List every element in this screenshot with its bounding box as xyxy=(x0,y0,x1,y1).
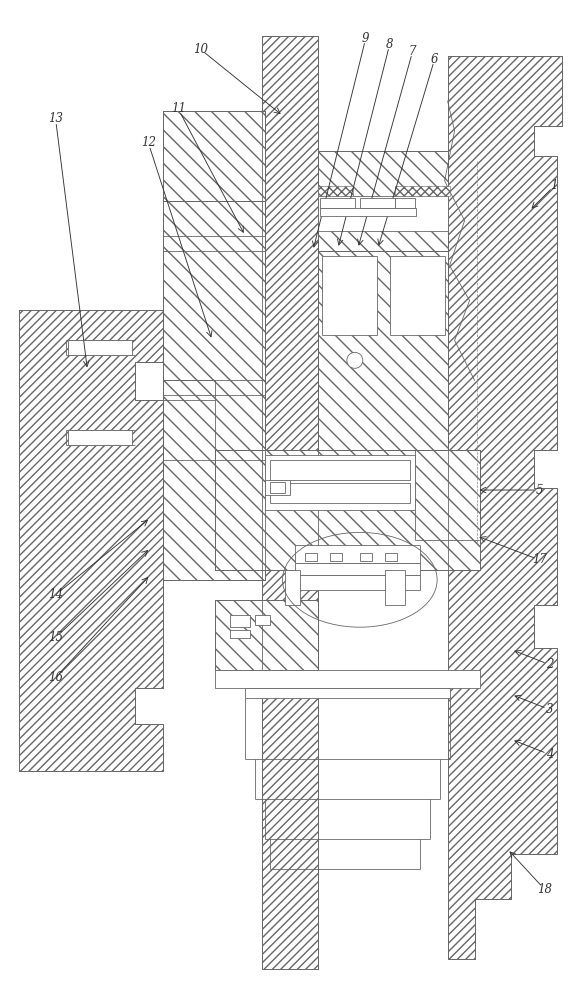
Bar xyxy=(265,480,290,495)
Bar xyxy=(360,553,372,561)
Bar xyxy=(68,340,132,355)
Polygon shape xyxy=(19,310,163,771)
Polygon shape xyxy=(448,56,562,959)
Bar xyxy=(318,186,353,196)
Text: 3: 3 xyxy=(545,703,553,716)
Bar xyxy=(270,460,410,480)
Text: 9: 9 xyxy=(362,32,370,45)
Bar xyxy=(262,36,318,969)
Bar xyxy=(230,615,250,627)
Bar xyxy=(384,570,405,605)
Bar xyxy=(163,201,265,580)
Bar xyxy=(384,553,397,561)
Text: 11: 11 xyxy=(171,102,186,115)
Bar xyxy=(163,111,265,201)
Bar xyxy=(360,198,395,208)
Bar xyxy=(395,198,415,208)
Text: 8: 8 xyxy=(386,38,394,51)
Text: 7: 7 xyxy=(409,45,417,58)
Text: 15: 15 xyxy=(48,631,63,644)
Text: 6: 6 xyxy=(431,53,438,66)
Bar xyxy=(322,256,377,335)
Circle shape xyxy=(347,352,363,368)
Bar xyxy=(330,553,342,561)
Bar xyxy=(295,545,419,563)
Bar xyxy=(318,251,448,450)
Bar xyxy=(318,151,448,251)
Bar xyxy=(318,251,448,450)
Text: 10: 10 xyxy=(193,43,207,56)
Text: 12: 12 xyxy=(141,136,156,149)
Bar xyxy=(295,563,419,575)
Bar xyxy=(318,151,448,251)
Text: 13: 13 xyxy=(48,112,63,125)
Text: 5: 5 xyxy=(536,484,543,497)
Bar xyxy=(395,186,450,196)
Bar xyxy=(163,201,265,580)
Bar xyxy=(295,575,419,590)
Bar xyxy=(270,483,410,503)
Bar xyxy=(215,450,480,570)
Bar xyxy=(163,111,265,201)
Bar xyxy=(320,208,415,216)
Bar xyxy=(320,198,355,208)
Bar xyxy=(215,670,480,688)
Bar xyxy=(215,600,318,670)
Text: 14: 14 xyxy=(48,588,63,601)
Bar xyxy=(255,615,270,625)
Bar xyxy=(265,455,415,510)
Bar xyxy=(305,553,317,561)
Bar xyxy=(390,256,445,335)
Text: 16: 16 xyxy=(48,671,63,684)
Bar xyxy=(215,600,318,670)
Bar xyxy=(68,430,132,445)
Bar xyxy=(270,482,285,493)
Bar xyxy=(230,630,250,638)
Bar xyxy=(215,450,480,570)
Text: 4: 4 xyxy=(545,748,553,761)
Bar xyxy=(318,196,448,231)
Bar xyxy=(285,570,300,605)
Bar xyxy=(245,688,450,698)
Text: 2: 2 xyxy=(545,658,553,671)
Text: 17: 17 xyxy=(532,553,547,566)
Text: 18: 18 xyxy=(537,883,552,896)
Bar xyxy=(262,36,318,969)
Text: 1: 1 xyxy=(551,179,558,192)
